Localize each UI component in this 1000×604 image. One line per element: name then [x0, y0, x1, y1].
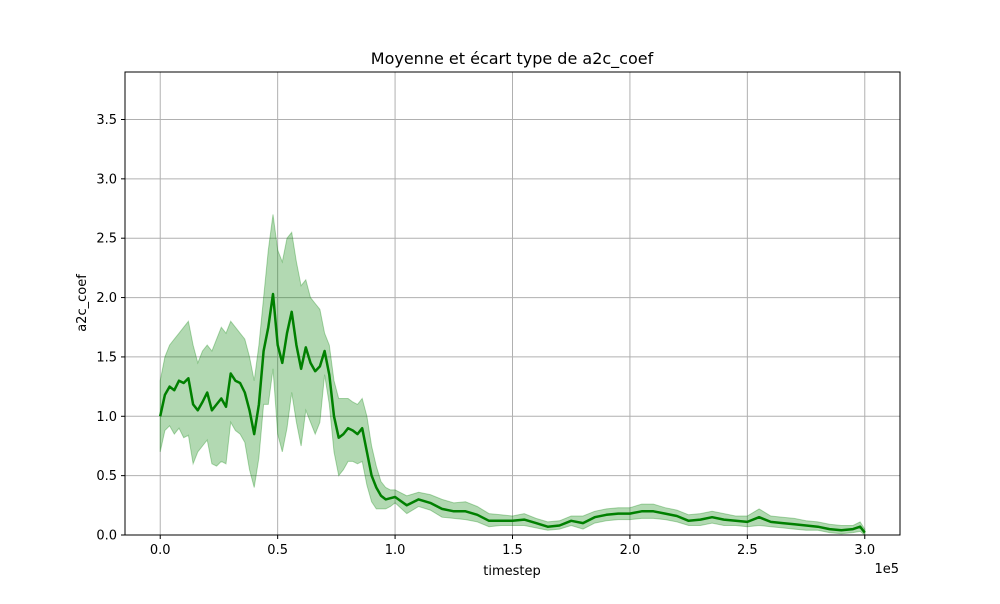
y-tick-label: 3.0 [96, 172, 117, 187]
y-tick-label: 0.5 [96, 469, 117, 484]
x-tick-label: 2.0 [620, 543, 641, 558]
y-tick-label: 2.5 [96, 232, 117, 247]
chart-title: Moyenne et écart type de a2c_coef [371, 49, 654, 69]
y-axis-ticks: 0.0 0.5 1.0 1.5 2.0 2.5 3.0 3.5 [96, 113, 125, 544]
x-tick-label: 0.0 [150, 543, 171, 558]
x-tick-label: 3.0 [854, 543, 875, 558]
y-tick-label: 2.0 [96, 291, 117, 306]
x-axis-offset-label: 1e5 [874, 562, 899, 577]
x-tick-label: 2.5 [737, 543, 758, 558]
x-tick-label: 0.5 [267, 543, 288, 558]
x-tick-label: 1.0 [385, 543, 406, 558]
y-tick-label: 0.0 [96, 529, 117, 544]
y-axis-label: a2c_coef [75, 274, 90, 332]
x-tick-label: 1.5 [502, 543, 523, 558]
y-tick-label: 1.5 [96, 350, 117, 365]
y-tick-label: 1.0 [96, 410, 117, 425]
x-axis-label: timestep [483, 564, 541, 579]
grid [125, 72, 900, 536]
mean-line [158, 292, 866, 534]
x-axis-ticks: 0.0 0.5 1.0 1.5 2.0 2.5 3.0 [150, 535, 875, 558]
y-tick-label: 3.5 [96, 113, 117, 128]
